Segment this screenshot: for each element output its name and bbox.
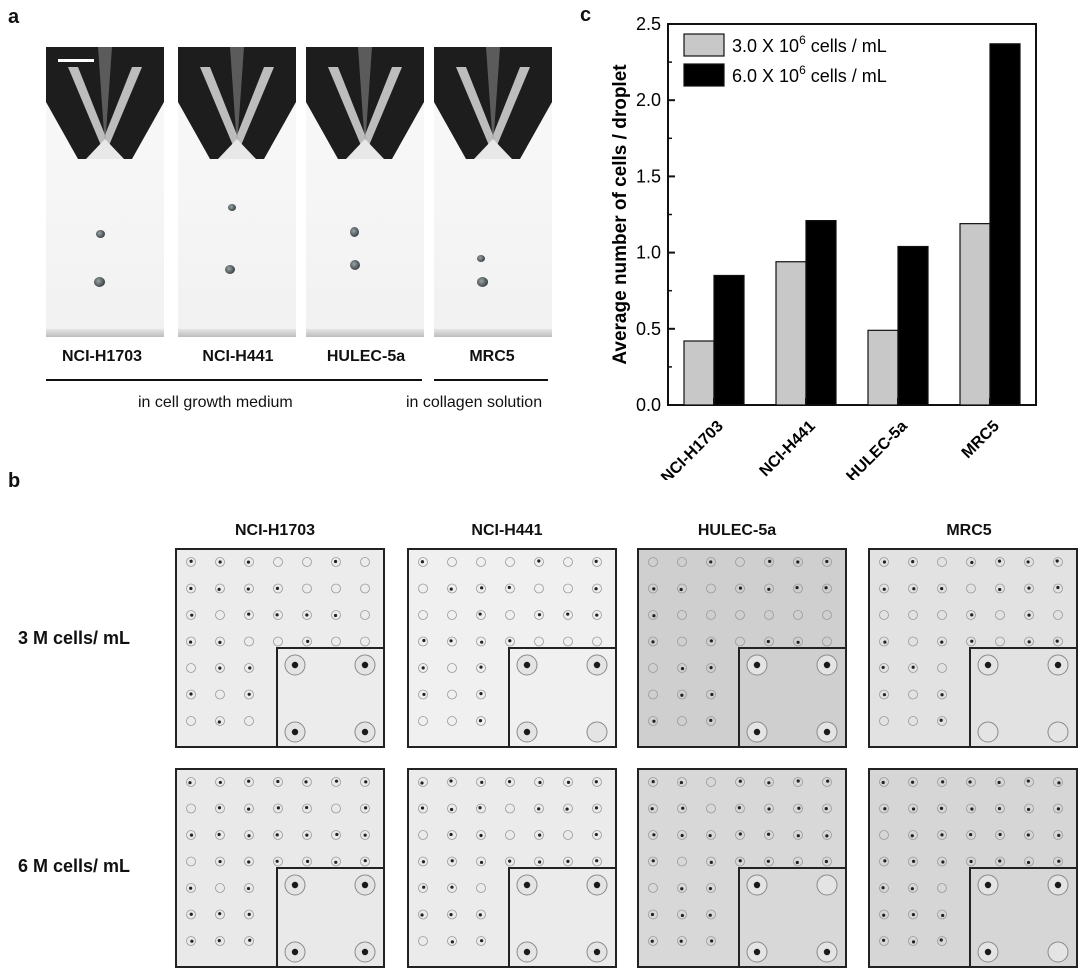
bar-6m-nci-h1703 — [713, 274, 745, 406]
bar-3m-nci-h441 — [775, 261, 807, 406]
y-tick-label: 2.5 — [636, 14, 661, 34]
pipette-tip-image — [434, 47, 552, 159]
bar-6m-mrc5 — [989, 43, 1021, 406]
micrograph-mrc5-3m — [868, 548, 1078, 748]
legend-label-6m: 6.0 X 106 cells / mL — [732, 63, 887, 86]
col-header-mrc5: MRC5 — [946, 522, 992, 539]
x-tick-label: NCI-H441 — [757, 418, 819, 480]
micrograph-mrc5-6m — [868, 768, 1078, 968]
droplet — [225, 265, 235, 274]
droplet — [350, 227, 359, 237]
x-tick-label: MRC5 — [959, 418, 1003, 462]
photo-nci-h1703 — [46, 47, 164, 337]
y-tick-label: 1.5 — [636, 166, 661, 186]
panel-letter-a: a — [8, 6, 20, 28]
panel-a-label-mrc5: MRC5 — [469, 348, 515, 365]
legend-label-3m: 3.0 X 106 cells / mL — [732, 33, 887, 56]
y-tick-label: 1.0 — [636, 243, 661, 263]
micrograph-nci-h1703-3m — [175, 548, 385, 748]
col-header-nci-h441: NCI-H441 — [471, 522, 543, 539]
bar-3m-hulec-5a — [867, 329, 899, 406]
bar-3m-mrc5 — [959, 223, 991, 406]
growth-medium-bracket — [46, 379, 422, 381]
micrograph-nci-h1703-6m — [175, 768, 385, 968]
collagen-bracket — [434, 379, 548, 381]
panel-a-label-hulec-5a: HULEC-5a — [326, 348, 406, 365]
bar-6m-hulec-5a — [897, 245, 929, 406]
legend-swatch-6m — [683, 63, 725, 87]
panel-a-label-nci-h441: NCI-H441 — [202, 348, 274, 365]
row-header-3m: 3 M cells/ mL — [18, 628, 131, 648]
x-tick-label: HULEC-5a — [843, 418, 910, 480]
micrograph-hulec-5a-6m — [637, 768, 847, 968]
y-axis-label: Average number of cells / droplet — [610, 64, 631, 365]
row-header-6m: 6 M cells/ mL — [18, 856, 131, 876]
droplet — [350, 260, 360, 270]
y-tick-label: 0.0 — [636, 395, 661, 415]
panel-a-label-nci-h1703: NCI-H1703 — [61, 348, 143, 365]
y-tick-label: 2.0 — [636, 90, 661, 110]
pipette-tip-image — [46, 47, 164, 159]
bar-6m-nci-h441 — [805, 219, 837, 406]
droplet — [477, 255, 485, 262]
bar-3m-nci-h1703 — [683, 340, 715, 406]
pipette-tip-image — [306, 47, 424, 159]
micrograph-nci-h441-3m — [407, 548, 617, 748]
y-tick-label: 0.5 — [636, 319, 661, 339]
photo-mrc5 — [434, 47, 552, 337]
col-header-nci-h1703: NCI-H1703 — [234, 522, 316, 539]
micrograph-nci-h441-6m — [407, 768, 617, 968]
collagen-label: in collagen solution — [406, 394, 543, 411]
scale-bar — [58, 59, 94, 62]
panel-letter-b: b — [8, 470, 21, 492]
droplet — [94, 277, 105, 287]
bar-chart: 0.0 0.5 1.0 1.5 2.0 2.5 Average number of cell… — [610, 14, 1037, 480]
growth-medium-label: in cell growth medium — [138, 394, 293, 411]
micrograph-hulec-5a-3m — [637, 548, 847, 748]
x-tick-label: NCI-H1703 — [658, 418, 727, 480]
droplet — [228, 204, 236, 211]
photo-hulec-5a — [306, 47, 424, 337]
pipette-tip-image — [178, 47, 296, 159]
panel-letter-c: c — [580, 4, 592, 26]
droplet — [96, 230, 105, 238]
legend-swatch-3m — [683, 33, 725, 57]
photo-nci-h441 — [178, 47, 296, 337]
col-header-hulec-5a: HULEC-5a — [697, 522, 777, 539]
droplet — [477, 277, 488, 287]
